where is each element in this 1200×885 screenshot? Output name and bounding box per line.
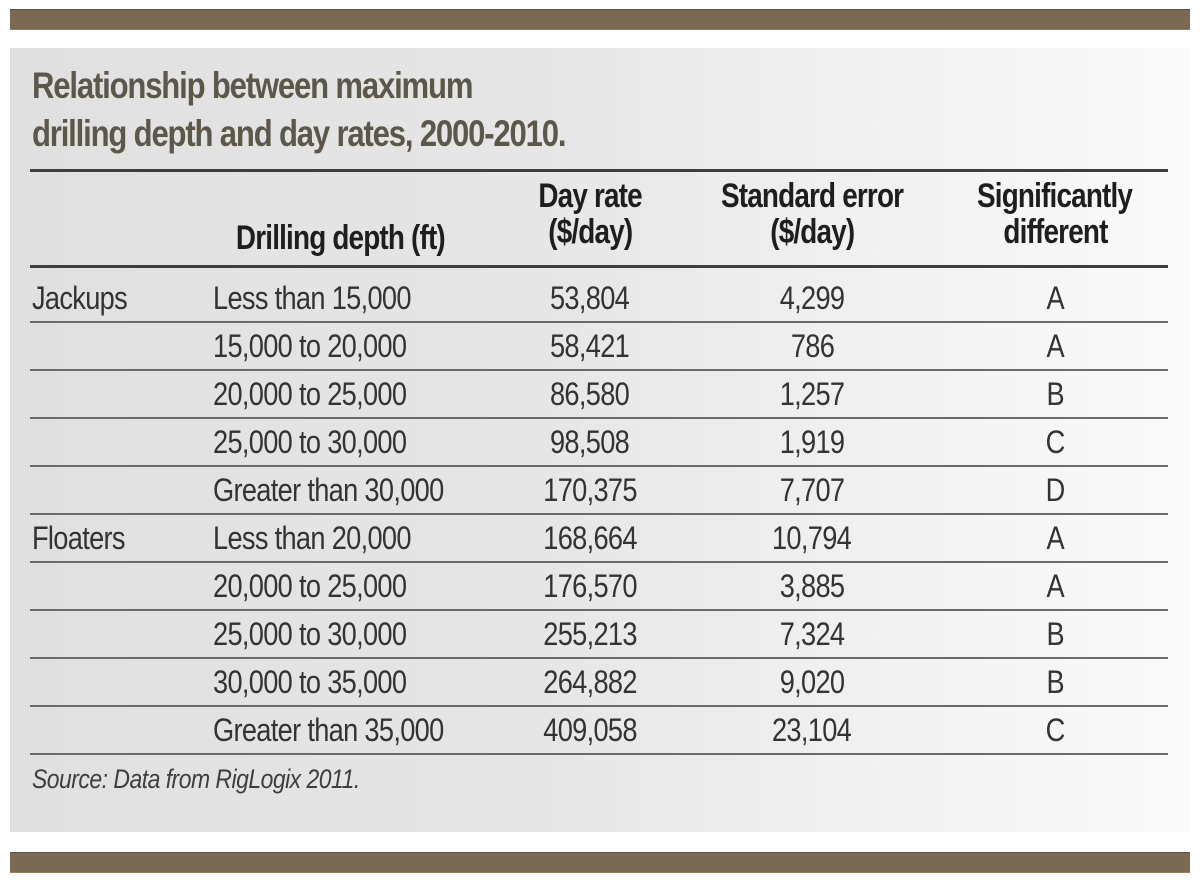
row-divider (30, 561, 1168, 563)
row-day-rate-cell: 98,508 (550, 424, 630, 460)
row-depth-cell: 25,000 to 30,000 (213, 424, 407, 460)
row-group-cell: Floaters (32, 520, 126, 556)
row-significance-cell: C (1045, 712, 1066, 748)
title-line-1: Relationship between maximum (32, 65, 473, 106)
row-standard-error-cell: 4,299 (779, 280, 845, 316)
row-depth-cell: Less than 15,000 (213, 280, 412, 316)
row-significance-cell: A (1046, 328, 1064, 364)
row-day-rate-cell: 58,421 (550, 328, 630, 364)
row-significance-cell: B (1046, 616, 1064, 652)
row-significance-cell: B (1046, 376, 1064, 412)
row-standard-error-cell: 10,794 (772, 520, 852, 556)
row-standard-error-cell: 7,324 (779, 616, 845, 652)
row-standard-error-cell: 7,707 (779, 472, 845, 508)
row-standard-error-cell: 3,885 (779, 568, 845, 604)
header-day-rate: Day rate ($/day) (538, 177, 642, 251)
row-depth-cell: Less than 20,000 (213, 520, 412, 556)
row-depth-cell: 20,000 to 25,000 (213, 568, 407, 604)
row-depth-cell: Greater than 35,000 (213, 712, 444, 748)
row-standard-error-cell: 1,919 (779, 424, 845, 460)
table-title: Relationship between maximum drilling de… (32, 62, 788, 158)
row-divider (30, 417, 1168, 419)
row-significance-cell: D (1045, 472, 1066, 508)
row-divider (30, 705, 1168, 707)
row-divider (30, 609, 1168, 611)
source-note: Source: Data from RigLogix 2011. (32, 764, 360, 794)
row-depth-cell: 20,000 to 25,000 (213, 376, 407, 412)
top-rule (30, 169, 1168, 172)
row-divider (30, 753, 1168, 755)
header-rule (30, 265, 1168, 268)
header-significantly-different: Significantly different (977, 177, 1133, 251)
row-divider (30, 369, 1168, 371)
header-drilling-depth: Drilling depth (ft) (235, 219, 446, 257)
row-standard-error-cell: 786 (790, 328, 834, 364)
row-significance-cell: C (1045, 424, 1066, 460)
row-day-rate-cell: 409,058 (543, 712, 637, 748)
bottom-decorative-bar (10, 852, 1190, 873)
row-depth-cell: 30,000 to 35,000 (213, 664, 407, 700)
row-divider (30, 321, 1168, 323)
row-depth-cell: Greater than 30,000 (213, 472, 444, 508)
title-line-2: drilling depth and day rates, 2000-2010. (32, 113, 567, 154)
table-panel (10, 48, 1190, 832)
row-group-cell: Jackups (32, 280, 128, 316)
row-divider (30, 465, 1168, 467)
row-day-rate-cell: 86,580 (550, 376, 630, 412)
row-standard-error-cell: 9,020 (779, 664, 845, 700)
row-significance-cell: A (1046, 520, 1064, 556)
row-day-rate-cell: 176,570 (543, 568, 637, 604)
top-decorative-bar (10, 9, 1190, 30)
row-divider (30, 657, 1168, 659)
row-day-rate-cell: 264,882 (543, 664, 637, 700)
row-divider (30, 513, 1168, 515)
row-significance-cell: B (1046, 664, 1064, 700)
row-depth-cell: 25,000 to 30,000 (213, 616, 407, 652)
row-day-rate-cell: 255,213 (543, 616, 637, 652)
row-significance-cell: A (1046, 568, 1064, 604)
header-standard-error: Standard error ($/day) (721, 177, 904, 251)
row-day-rate-cell: 53,804 (550, 280, 630, 316)
row-significance-cell: A (1046, 280, 1064, 316)
row-standard-error-cell: 1,257 (779, 376, 845, 412)
row-day-rate-cell: 170,375 (543, 472, 637, 508)
row-standard-error-cell: 23,104 (772, 712, 852, 748)
row-day-rate-cell: 168,664 (543, 520, 637, 556)
row-depth-cell: 15,000 to 20,000 (213, 328, 407, 364)
